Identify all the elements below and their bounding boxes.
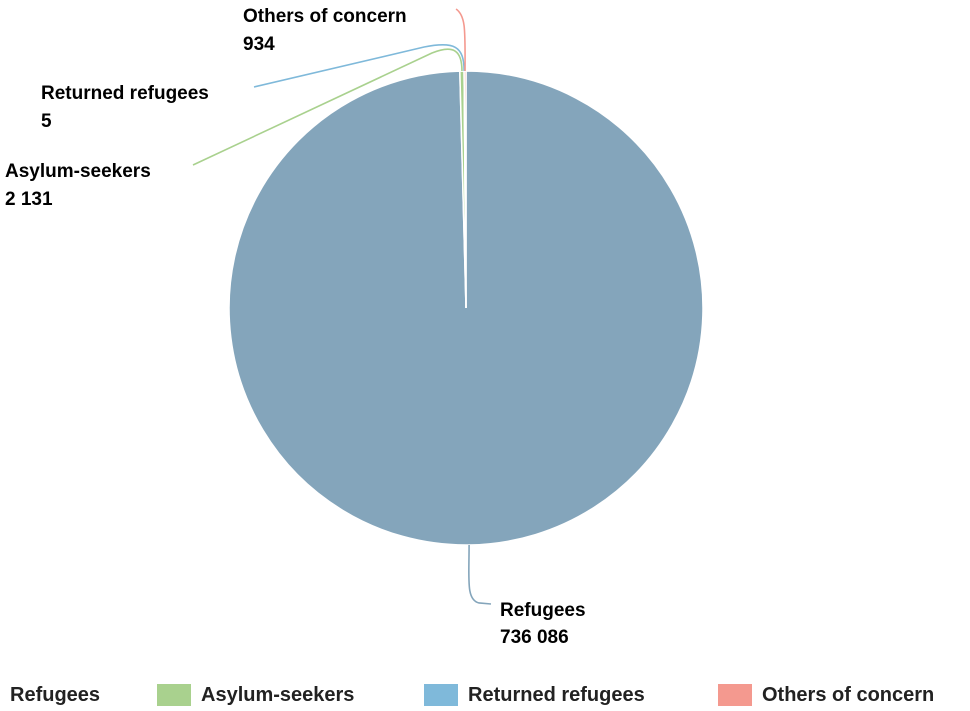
label-name-refugees: Refugees [500, 600, 586, 621]
legend: Refugees Asylum-seekers Returned refugee… [0, 682, 970, 708]
leader-lines [192, 8, 492, 605]
leader-line-returned-refugees [253, 43, 465, 88]
legend-label-refugees: Refugees [10, 683, 101, 706]
legend-label-others-of-concern: Others of concern [762, 683, 935, 706]
slice-labels: Others of concern 934 Returned refugees … [5, 6, 586, 648]
label-name-asylum-seekers: Asylum-seekers [5, 161, 151, 182]
leader-line-asylum-seekers [192, 48, 463, 166]
label-value-returned-refugees: 5 [41, 111, 52, 132]
legend-item-refugees[interactable]: Refugees [10, 682, 100, 708]
legend-item-returned-refugees[interactable]: Returned refugees [424, 682, 645, 708]
legend-item-others-of-concern[interactable]: Others of concern [718, 682, 934, 708]
pie-slice-others-of-concern[interactable] [463, 70, 467, 309]
legend-swatch-asylum-seekers [157, 684, 191, 706]
label-name-returned-refugees: Returned refugees [41, 83, 209, 104]
leader-line-others-of-concern [455, 8, 466, 72]
legend-swatch-others-of-concern [718, 684, 752, 706]
label-value-asylum-seekers: 2 131 [5, 189, 53, 210]
label-value-others-of-concern: 934 [243, 34, 275, 55]
legend-item-asylum-seekers[interactable]: Asylum-seekers [157, 682, 354, 708]
leader-line-refugees [467, 544, 492, 605]
label-name-others-of-concern: Others of concern [243, 6, 407, 27]
legend-label-returned-refugees: Returned refugees [468, 683, 645, 706]
pie-slices [228, 70, 704, 546]
legend-swatch-returned-refugees [424, 684, 458, 706]
label-value-refugees: 736 086 [500, 627, 569, 648]
legend-label-asylum-seekers: Asylum-seekers [201, 683, 355, 706]
